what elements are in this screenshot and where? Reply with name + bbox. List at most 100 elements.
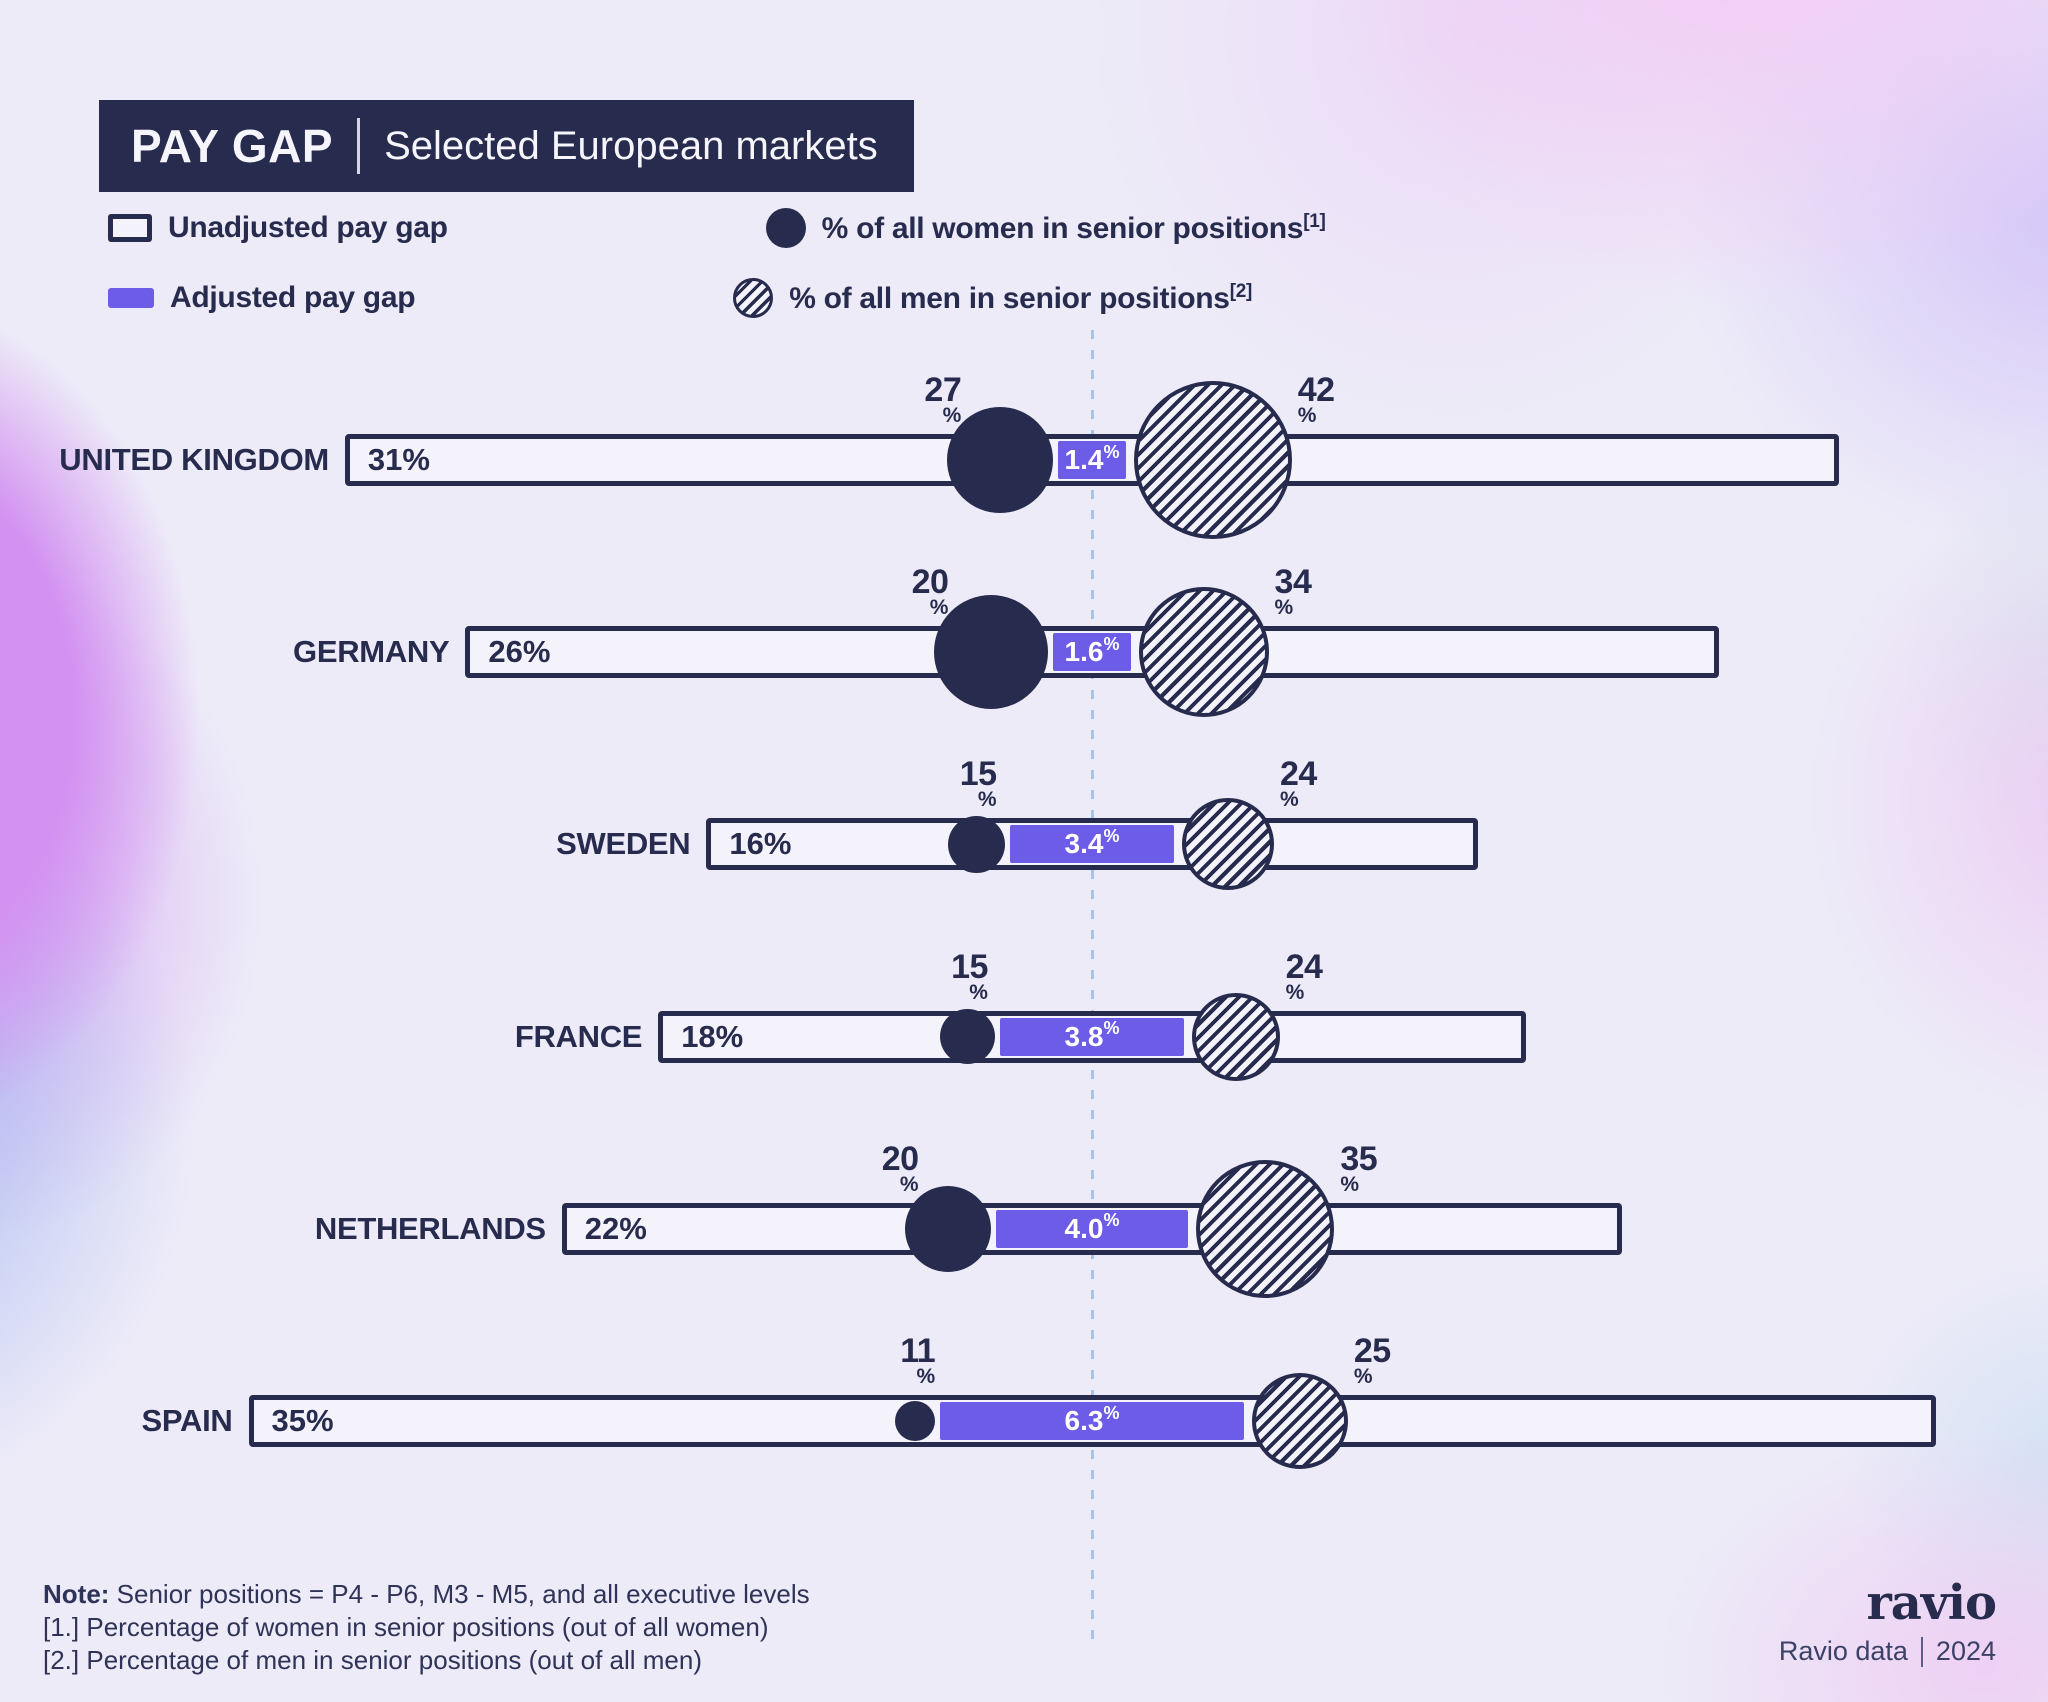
title-box: PAY GAP Selected European markets <box>99 100 914 192</box>
country-label: GERMANY <box>293 634 450 670</box>
adjusted-unit: % <box>1103 633 1120 654</box>
adjusted-value: 3.8 <box>1064 1020 1104 1052</box>
men-senior-bubble <box>1191 992 1280 1081</box>
women-value-number: 15 <box>951 947 988 986</box>
men-senior-bubble <box>1196 1159 1335 1298</box>
men-value-number: 35 <box>1340 1139 1378 1178</box>
footnote-note: Note: Senior positions = P4 - P6, M3 - M… <box>43 1578 810 1611</box>
unadjusted-pay-gap-label: Unadjusted pay gap <box>168 211 448 244</box>
adjusted-unit: % <box>1103 825 1120 846</box>
men-senior-bubble <box>1133 381 1292 539</box>
women-value-number: 20 <box>911 563 949 602</box>
adjusted-unit: % <box>1103 1402 1120 1423</box>
women-value-number: 15 <box>959 755 997 794</box>
adjusted-pay-gap-swatch <box>108 288 154 308</box>
adjusted-value: 4.0 <box>1064 1212 1104 1244</box>
men-senior-bubble <box>1251 1373 1348 1469</box>
country-label: SPAIN <box>141 1403 233 1438</box>
men-value-number: 24 <box>1279 755 1317 794</box>
adjusted-value: 6.3 <box>1064 1405 1104 1436</box>
men-senior-bubble <box>1181 798 1274 891</box>
men-value-number: 24 <box>1285 947 1323 986</box>
women-senior-bubble <box>940 1009 996 1065</box>
note-text: Senior positions = P4 - P6, M3 - M5, and… <box>109 1579 810 1609</box>
women-senior-text: % of all women in senior positions <box>821 211 1304 245</box>
men-value-number: 42 <box>1297 371 1335 409</box>
men-value-unit: % <box>1274 596 1294 620</box>
men-senior-value: 34% <box>1274 563 1312 619</box>
women-value-unit: % <box>977 788 997 812</box>
women-value-number: 11 <box>900 1332 936 1370</box>
unadjusted-value: 16% <box>729 826 792 862</box>
men-value-unit: % <box>1353 1365 1373 1388</box>
men-value-number: 25 <box>1353 1332 1391 1370</box>
adjusted-pay-gap-label: Adjusted pay gap <box>170 281 416 314</box>
adjusted-value: 3.4 <box>1064 828 1104 860</box>
footnote-1: [1.] Percentage of women in senior posit… <box>43 1612 769 1642</box>
adjusted-unit: % <box>1103 441 1120 462</box>
men-value-unit: % <box>1340 1172 1360 1196</box>
men-circle-swatch <box>733 278 774 318</box>
adjusted-unit: % <box>1103 1210 1120 1231</box>
women-value-unit: % <box>929 596 949 620</box>
men-senior-value: 24% <box>1285 947 1323 1004</box>
men-senior-bubble <box>1138 587 1269 718</box>
men-senior-value: 25% <box>1353 1332 1391 1388</box>
women-senior-bubble <box>947 407 1054 513</box>
men-senior-value: 35% <box>1340 1139 1378 1196</box>
women-senior-bubble <box>895 1401 936 1441</box>
footnote-2: [2.] Percentage of men in senior positio… <box>43 1645 703 1675</box>
women-circle-swatch <box>765 208 806 248</box>
women-value-number: 20 <box>881 1139 919 1178</box>
adjusted-value: 1.6 <box>1064 636 1104 668</box>
adjusted-value: 1.4 <box>1064 444 1104 475</box>
men-footnote-ref: [2] <box>1229 280 1253 302</box>
women-value-unit: % <box>969 980 988 1004</box>
center-reference-line <box>1091 330 1094 1645</box>
women-senior-value: 27% <box>761 371 962 427</box>
country-label: NETHERLANDS <box>314 1210 546 1246</box>
women-senior-bubble <box>904 1185 991 1272</box>
adjusted-pay-gap-bar: 6.3% <box>940 1402 1244 1440</box>
unadjusted-value: 35% <box>271 1403 334 1438</box>
source-text: Ravio data <box>1778 1636 1908 1666</box>
adjusted-pay-gap-bar: 3.8% <box>1000 1017 1184 1056</box>
branding: ravio Ravio data 2024 <box>1778 1575 1997 1667</box>
source-year: 2024 <box>1935 1636 1996 1666</box>
women-senior-value: 11% <box>735 1332 936 1388</box>
note-prefix: Note: <box>43 1579 110 1609</box>
title-divider <box>357 118 361 174</box>
women-value-number: 27 <box>924 371 962 409</box>
page-subtitle: Selected European markets <box>384 123 878 168</box>
women-footnote-ref: [1] <box>1303 210 1326 232</box>
women-senior-label: % of all women in senior positions[1] <box>822 211 1326 246</box>
men-value-unit: % <box>1285 980 1305 1004</box>
women-value-unit: % <box>899 1172 919 1196</box>
unadjusted-value: 31% <box>367 442 430 477</box>
ravio-logo: ravio <box>1866 1575 1997 1631</box>
country-label: SWEDEN <box>556 826 691 862</box>
source-divider <box>1920 1636 1923 1667</box>
adjusted-pay-gap-bar: 1.4% <box>1058 441 1126 479</box>
unadjusted-value: 18% <box>681 1018 744 1054</box>
legend-row-2: Adjusted pay gap % of all men in senior … <box>108 276 1252 320</box>
page-title: PAY GAP <box>131 120 334 172</box>
men-senior-text: % of all men in senior positions <box>789 281 1230 315</box>
men-senior-value: 42% <box>1297 371 1335 427</box>
women-value-unit: % <box>916 1365 936 1388</box>
unadjusted-value: 22% <box>584 1210 647 1246</box>
country-label: FRANCE <box>514 1018 643 1054</box>
women-senior-value: 15% <box>788 947 988 1004</box>
adjusted-pay-gap-bar: 4.0% <box>995 1209 1189 1248</box>
adjusted-unit: % <box>1103 1018 1120 1039</box>
legend-row-1: Unadjusted pay gap % of all women in sen… <box>108 206 1326 250</box>
unadjusted-value: 26% <box>488 634 551 670</box>
men-value-unit: % <box>1279 788 1299 812</box>
women-senior-value: 15% <box>797 755 997 811</box>
women-senior-bubble <box>948 815 1006 873</box>
women-senior-value: 20% <box>719 1139 919 1196</box>
men-value-number: 34 <box>1274 563 1312 602</box>
men-senior-label: % of all men in senior positions[2] <box>789 281 1252 316</box>
adjusted-pay-gap-bar: 1.6% <box>1053 633 1131 672</box>
